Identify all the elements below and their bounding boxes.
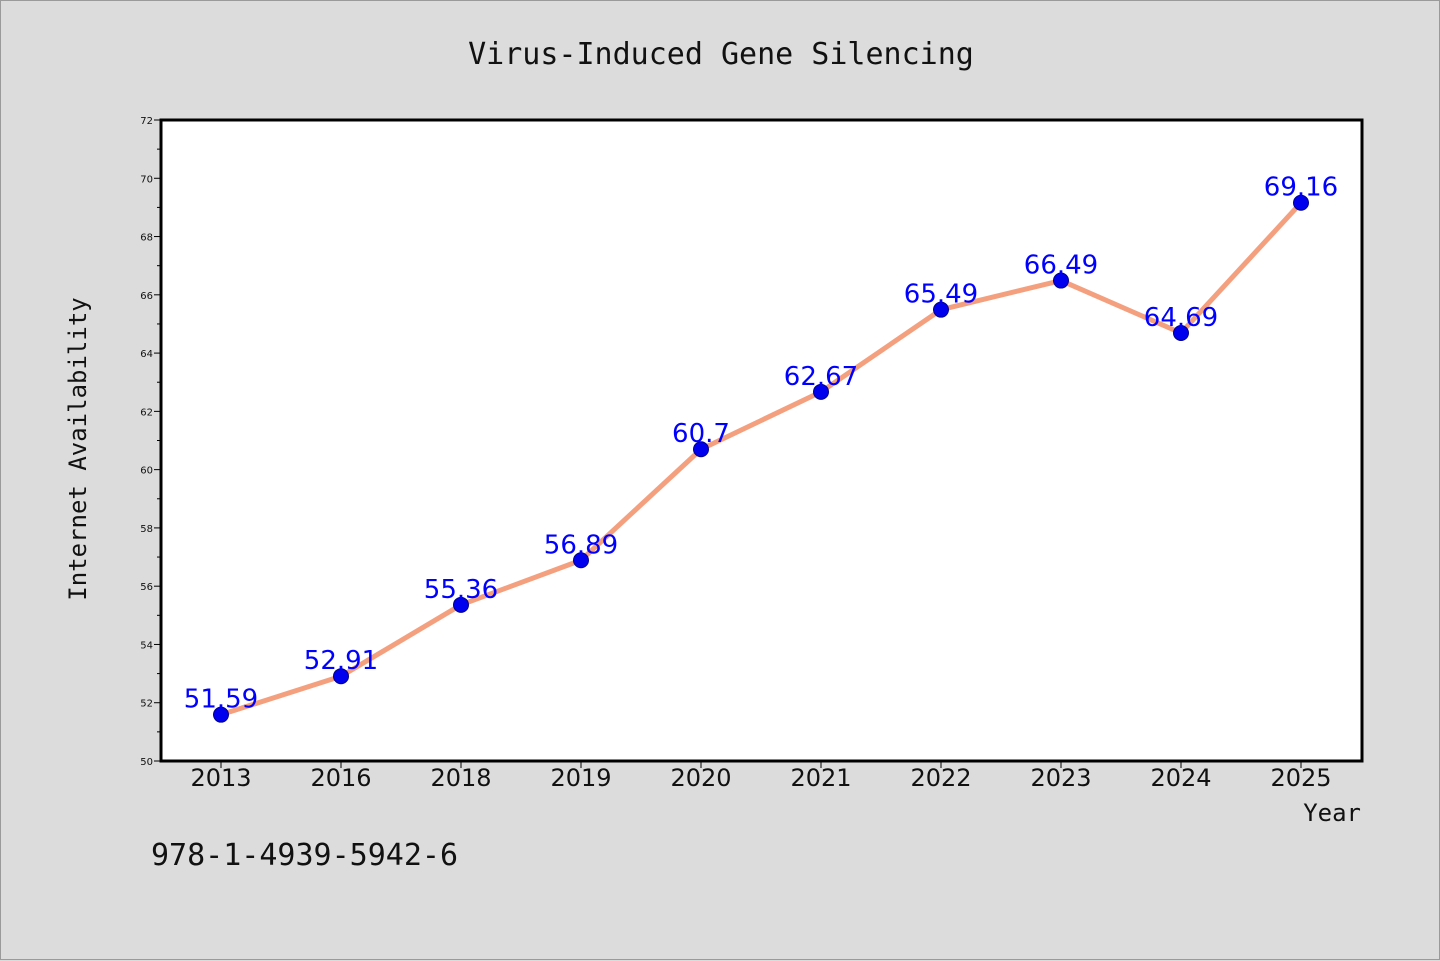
- series-group: 51.59 52.91 55.36 56.89 60.7 62.67 65.49 66.49 6…: [184, 173, 1338, 723]
- data-label: 60.7: [672, 419, 730, 449]
- x-tick-label: 2016: [310, 764, 371, 792]
- x-axis: 2013 2016 2018 2019 2020 2021 2022 2023 2024 2025: [190, 761, 1332, 792]
- plot-frame: [159, 118, 1364, 763]
- data-label: 55.36: [424, 575, 498, 605]
- x-axis-title: Year: [1303, 799, 1361, 827]
- data-label: 51.59: [184, 685, 258, 715]
- y-tick-label: 50: [140, 757, 153, 768]
- data-label: 69.16: [1264, 173, 1338, 203]
- data-point: [813, 383, 829, 400]
- x-tick-label: 2021: [790, 764, 851, 792]
- footnote-isbn: 978-1-4939-5942-6: [151, 838, 458, 873]
- data-point: [333, 668, 349, 685]
- x-tick-label: 2018: [430, 764, 491, 792]
- y-tick-label: 72: [140, 116, 153, 127]
- y-tick-label: 52: [140, 699, 153, 710]
- data-point: [1293, 194, 1309, 211]
- data-point: [693, 441, 709, 458]
- data-label: 66.49: [1024, 251, 1098, 281]
- data-label: 65.49: [904, 280, 978, 310]
- data-point: [933, 301, 949, 318]
- y-tick-label: 62: [140, 407, 153, 418]
- data-label: 64.69: [1144, 303, 1218, 333]
- y-tick-label: 70: [140, 174, 153, 185]
- x-tick-label: 2023: [1030, 764, 1091, 792]
- x-tick-label: 2013: [190, 764, 251, 792]
- y-axis: 50 52 54 56 58 60 62 64 66 68 70 72: [140, 116, 161, 768]
- data-label: 62.67: [784, 362, 858, 392]
- x-tick-label: 2022: [910, 764, 971, 792]
- y-axis-title: Internet Availability: [64, 297, 92, 600]
- data-label: 52.91: [304, 646, 378, 676]
- y-tick-label: 56: [140, 582, 153, 593]
- x-tick-label: 2024: [1150, 764, 1211, 792]
- data-point: [213, 706, 229, 723]
- y-tick-label: 54: [140, 640, 153, 651]
- y-tick-label: 58: [140, 524, 153, 535]
- series-line: [218, 200, 1304, 718]
- data-point: [1173, 324, 1189, 341]
- x-tick-label: 2025: [1270, 764, 1331, 792]
- plot-area: [161, 120, 1362, 761]
- x-tick-label: 2020: [670, 764, 731, 792]
- y-tick-label: 64: [140, 349, 153, 360]
- data-label: 56.89: [544, 530, 618, 560]
- y-tick-label: 60: [140, 466, 153, 477]
- data-point: [573, 552, 589, 569]
- data-point: [453, 596, 469, 613]
- x-tick-label: 2019: [550, 764, 611, 792]
- y-tick-label: 68: [140, 233, 153, 244]
- y-tick-label: 66: [140, 291, 153, 302]
- data-point: [1053, 272, 1069, 289]
- chart-title: Virus-Induced Gene Silencing: [468, 37, 974, 72]
